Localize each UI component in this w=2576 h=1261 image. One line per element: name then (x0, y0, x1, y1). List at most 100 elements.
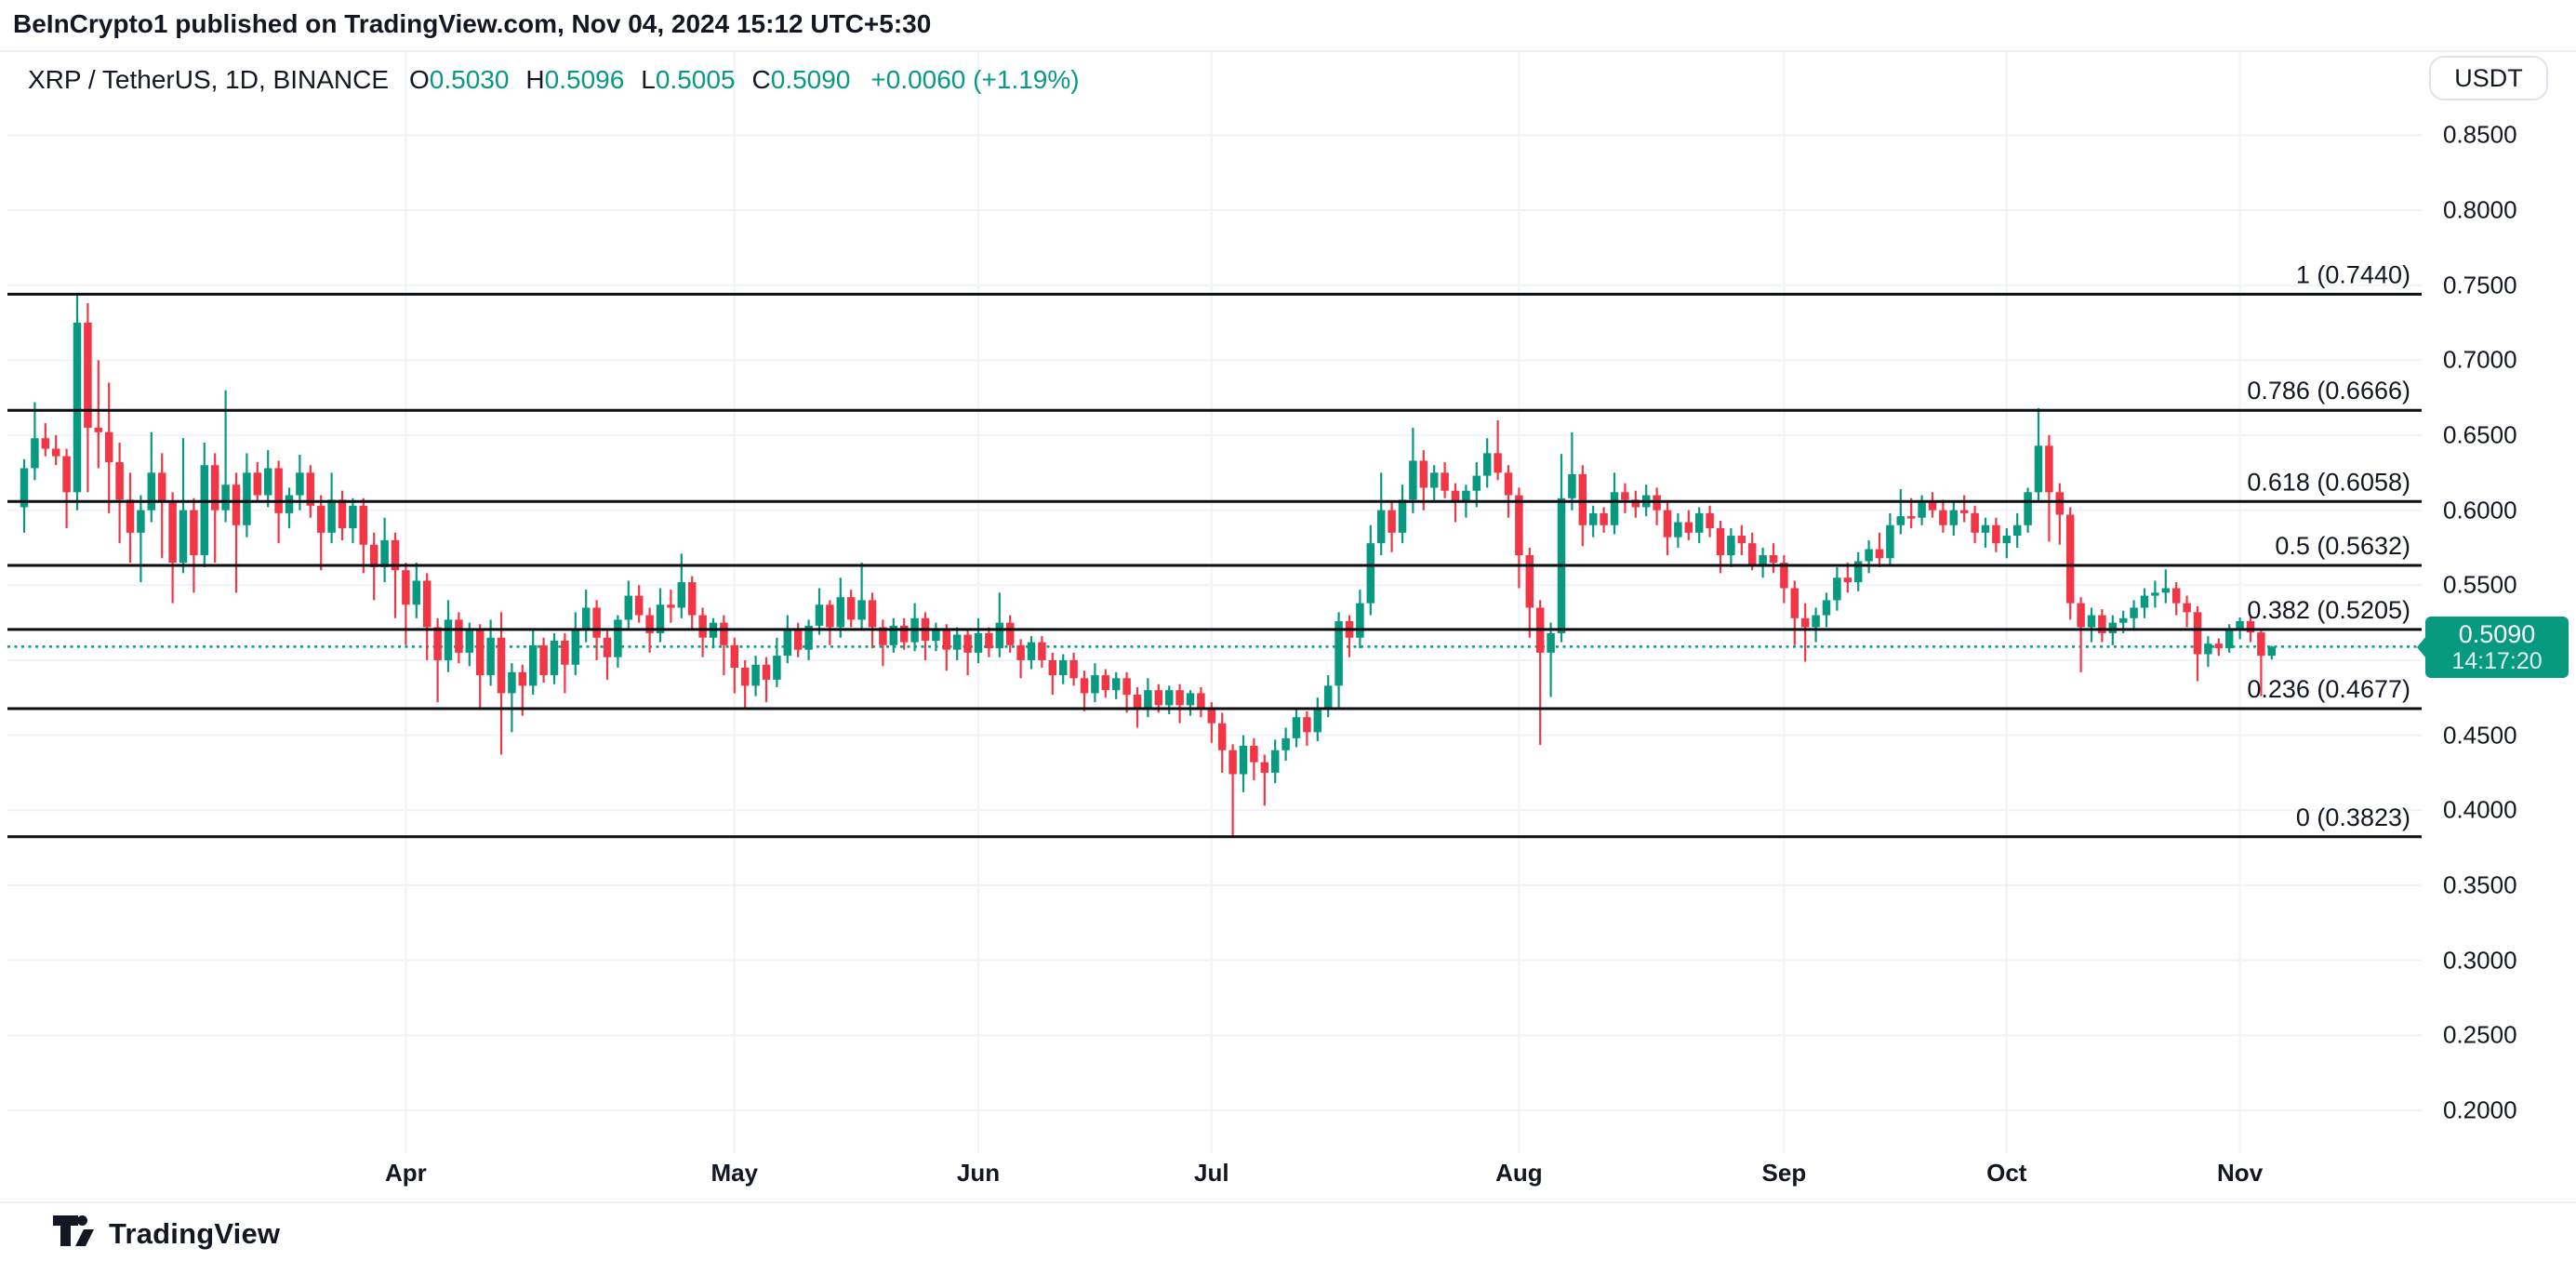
candle (804, 625, 813, 650)
candle (486, 637, 495, 676)
candle (1451, 490, 1460, 503)
candle (2002, 536, 2012, 544)
candle (518, 671, 527, 686)
month-tick-label: Oct (1986, 1159, 2027, 1187)
candle-wick (1549, 622, 1552, 697)
candle (1631, 499, 1640, 508)
candle (20, 468, 29, 508)
candle (73, 323, 82, 493)
candle (1462, 490, 1470, 503)
candle (550, 640, 559, 676)
ohlc-token: H0.5096 (525, 65, 624, 95)
current-price-value: 0.5090 (2458, 619, 2536, 648)
candle (51, 448, 60, 457)
ohlc-value: 0.5030 (429, 65, 510, 94)
candle (137, 510, 145, 533)
candle (1568, 473, 1576, 498)
candle (1398, 499, 1407, 533)
ohlc-key: C (751, 65, 771, 94)
candle-wick (2164, 569, 2167, 604)
candle (1918, 502, 1926, 518)
candle (1122, 678, 1131, 696)
candle (285, 495, 294, 513)
chart-legend[interactable]: XRP / TetherUS, 1D, BINANCE O0.5030 H0.50… (28, 65, 1080, 95)
footer-divider (0, 1201, 2576, 1203)
candle (2171, 588, 2181, 604)
candle (157, 472, 166, 503)
fib-label: 0.236 (0.4677) (2247, 675, 2410, 703)
candle (1164, 690, 1174, 706)
candle (422, 580, 432, 628)
candle (359, 505, 368, 545)
candle (1482, 453, 1492, 476)
candle (1069, 659, 1078, 679)
candle (1971, 512, 1979, 533)
candle-wick (1571, 431, 1573, 511)
currency-toggle-button[interactable]: USDT (2429, 56, 2548, 100)
price-tick-label: 0.8500 (2443, 120, 2517, 149)
candle (974, 632, 983, 653)
candle (793, 630, 803, 650)
price-tick-label: 0.4000 (2443, 795, 2517, 824)
candle (634, 595, 644, 616)
candle (581, 607, 591, 630)
candle (740, 668, 750, 686)
candle (1016, 644, 1025, 660)
candle (465, 630, 474, 653)
candle (1228, 750, 1237, 775)
candle (2024, 492, 2032, 525)
candle (889, 625, 898, 645)
candle (1260, 762, 1269, 773)
candle (2193, 612, 2202, 655)
candle (243, 472, 251, 525)
candle (1853, 561, 1863, 583)
ohlc-token: O0.5030 (409, 65, 509, 95)
candle (402, 570, 410, 605)
candle (263, 468, 272, 496)
candle (1027, 642, 1036, 660)
candle (1111, 678, 1121, 691)
symbol-title[interactable]: XRP / TetherUS, 1D, BINANCE (28, 65, 389, 94)
candle-wick (139, 495, 142, 583)
candle (1981, 524, 1990, 533)
candle (433, 627, 442, 660)
ohlc-key: L (641, 65, 656, 94)
candle (1896, 516, 1905, 525)
candle (31, 438, 39, 469)
candle (1133, 695, 1142, 709)
candle (899, 625, 909, 643)
candle (1175, 690, 1184, 706)
fib-label: 1 (0.7440) (2296, 260, 2410, 288)
bar-countdown: 14:17:20 (2451, 648, 2543, 675)
price-tick-label: 0.7500 (2443, 271, 2517, 299)
candle (1588, 512, 1598, 525)
candle (539, 644, 548, 676)
candle (1600, 512, 1608, 525)
candle (2034, 445, 2043, 493)
candle (1547, 632, 1555, 653)
candle-wick (1496, 419, 1499, 481)
price-tick-label: 0.4500 (2443, 721, 2517, 750)
candle (115, 462, 124, 500)
candle (1303, 717, 1311, 733)
candle (656, 604, 665, 633)
candle (1494, 453, 1502, 473)
candle (592, 607, 601, 638)
candle (2012, 524, 2022, 537)
candle (1080, 678, 1089, 694)
candle-wick (860, 563, 863, 630)
tradingview-branding[interactable]: TradingView (52, 1213, 280, 1254)
candle (2246, 621, 2255, 633)
header-divider (0, 50, 2576, 52)
candle (497, 637, 506, 694)
candle (2118, 617, 2128, 623)
price-tick-label: 0.3500 (2443, 870, 2517, 899)
candle-wick (1539, 600, 1542, 746)
candle (1663, 510, 1672, 538)
candle (1684, 522, 1693, 533)
candle (2214, 644, 2224, 649)
candle-wick (2260, 629, 2263, 697)
month-tick-label: Apr (385, 1159, 427, 1187)
candle (2087, 615, 2096, 628)
